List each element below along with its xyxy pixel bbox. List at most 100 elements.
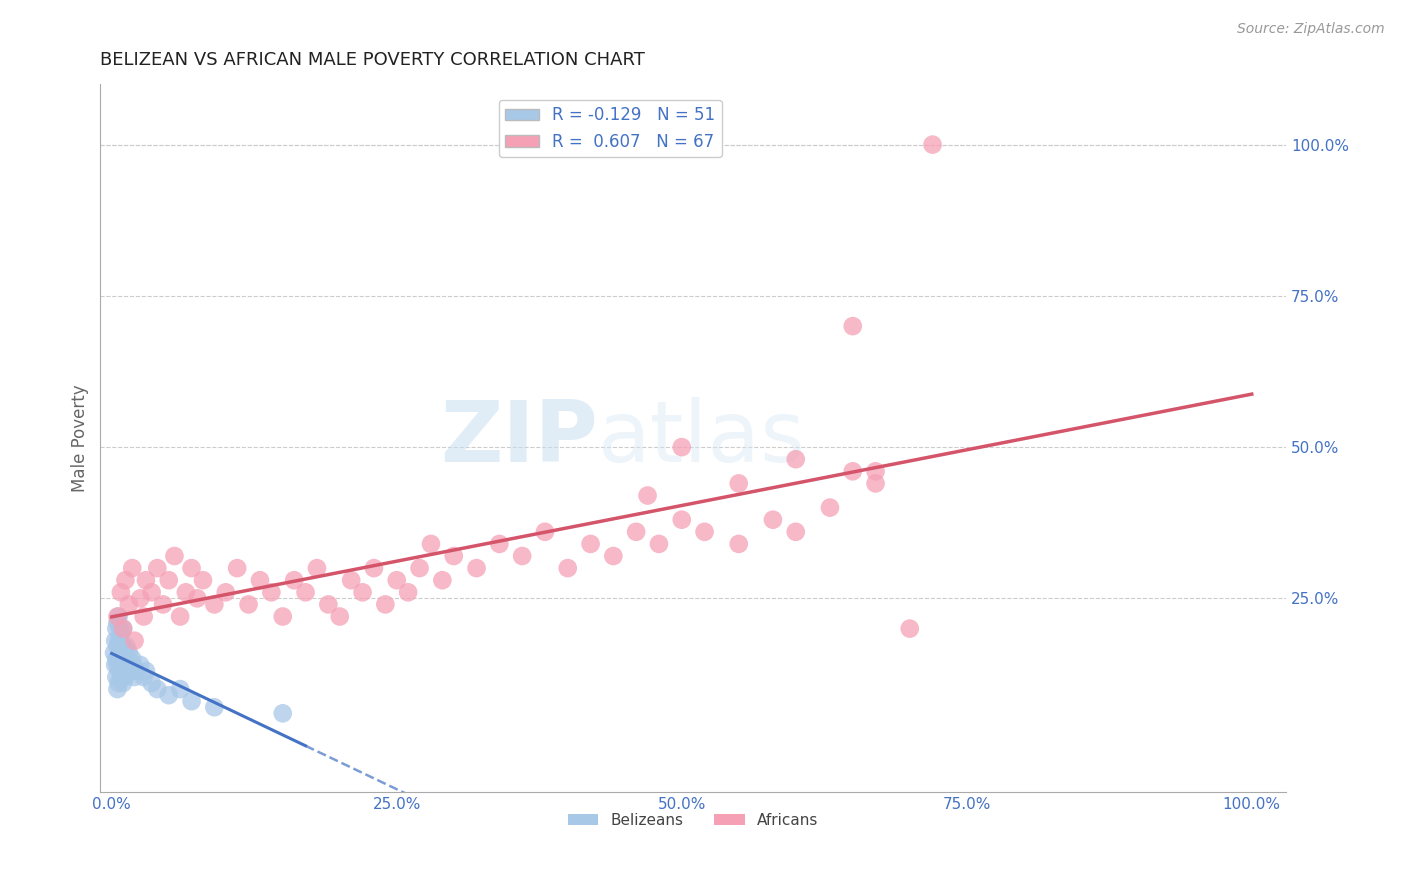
Point (112, 640, 135, 654)
Point (107, 676, 129, 690)
Point (125, 664, 148, 678)
Point (135, 573, 157, 587)
Point (202, 700, 225, 714)
Point (727, 537, 749, 551)
Point (110, 628, 132, 642)
Text: atlas: atlas (599, 397, 806, 480)
Point (727, 476, 749, 491)
Point (112, 622, 135, 636)
Point (107, 633, 129, 648)
Point (121, 561, 143, 575)
Point (624, 524, 647, 539)
Point (329, 609, 352, 624)
Point (238, 598, 260, 612)
Point (111, 640, 134, 654)
Point (842, 319, 865, 334)
Point (107, 615, 129, 630)
Point (112, 622, 135, 636)
Point (111, 657, 134, 672)
Text: Source: ZipAtlas.com: Source: ZipAtlas.com (1237, 22, 1385, 37)
Point (146, 561, 169, 575)
Point (215, 585, 238, 599)
Point (271, 706, 294, 721)
Point (152, 598, 174, 612)
Point (132, 670, 155, 684)
Point (104, 633, 127, 648)
Point (121, 652, 143, 666)
Point (579, 537, 602, 551)
Point (385, 573, 408, 587)
Point (671, 513, 693, 527)
Point (163, 549, 186, 563)
Point (108, 664, 131, 678)
Text: ZIP: ZIP (440, 397, 599, 480)
Point (318, 598, 340, 612)
Point (557, 561, 579, 575)
Point (260, 585, 283, 599)
Point (488, 537, 510, 551)
Point (785, 524, 807, 539)
Point (921, 137, 943, 152)
Point (107, 682, 129, 697)
Point (180, 561, 202, 575)
Point (432, 573, 454, 587)
Point (118, 657, 141, 672)
Point (157, 688, 180, 702)
Point (186, 591, 208, 606)
Point (510, 549, 533, 563)
Point (693, 524, 716, 539)
Point (115, 640, 138, 654)
Y-axis label: Male Poverty: Male Poverty (72, 384, 89, 491)
Point (108, 646, 131, 660)
Point (141, 585, 163, 599)
Point (104, 657, 127, 672)
Point (374, 598, 396, 612)
Point (118, 598, 141, 612)
Point (363, 561, 385, 575)
Point (169, 682, 191, 697)
Point (648, 537, 671, 551)
Point (135, 664, 157, 678)
Point (157, 573, 180, 587)
Point (671, 440, 693, 454)
Point (118, 646, 141, 660)
Point (107, 657, 129, 672)
Point (534, 524, 557, 539)
Point (898, 622, 921, 636)
Point (105, 622, 128, 636)
Point (107, 609, 129, 624)
Point (865, 476, 887, 491)
Point (112, 657, 135, 672)
Point (396, 585, 419, 599)
Point (117, 652, 139, 666)
Point (105, 652, 128, 666)
Point (141, 676, 163, 690)
Point (124, 633, 146, 648)
Point (283, 573, 305, 587)
Point (174, 585, 197, 599)
Point (107, 609, 129, 624)
Point (637, 489, 659, 503)
Point (112, 664, 135, 678)
Point (340, 573, 363, 587)
Point (762, 513, 785, 527)
Point (122, 657, 145, 672)
Point (352, 585, 374, 599)
Point (408, 561, 430, 575)
Point (842, 464, 865, 478)
Point (112, 646, 135, 660)
Point (110, 652, 132, 666)
Point (110, 670, 132, 684)
Point (602, 549, 624, 563)
Point (420, 537, 443, 551)
Point (112, 676, 135, 690)
Point (115, 657, 138, 672)
Point (107, 640, 129, 654)
Point (105, 670, 128, 684)
Point (180, 694, 202, 708)
Point (818, 500, 841, 515)
Point (785, 452, 807, 467)
Point (146, 682, 169, 697)
Point (108, 622, 131, 636)
Point (107, 652, 129, 666)
